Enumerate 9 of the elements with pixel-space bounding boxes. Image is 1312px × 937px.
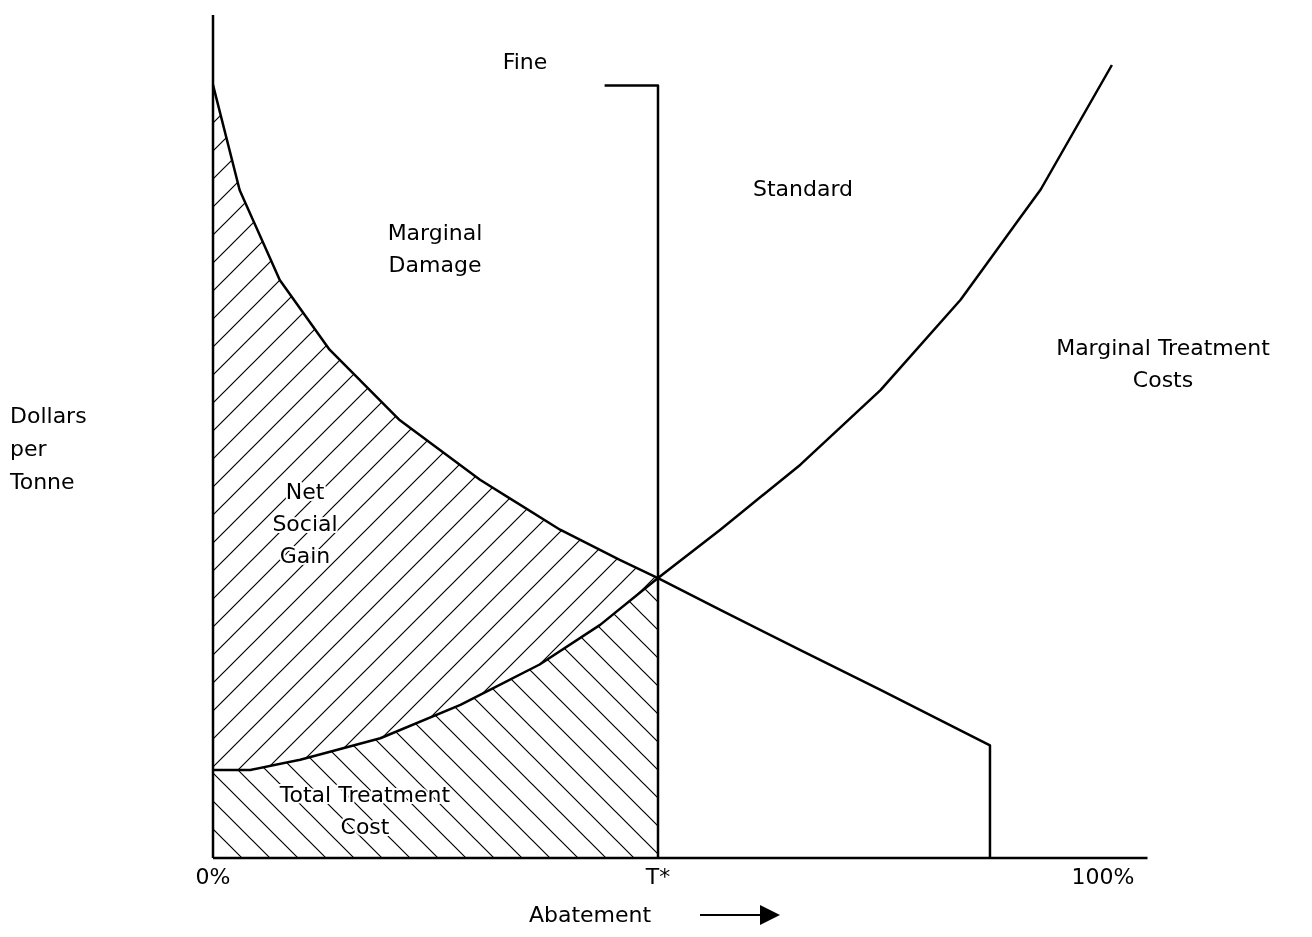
y-axis-title: Dollars per Tonne: [9, 403, 87, 494]
x-tick-label: T*: [644, 864, 671, 889]
x-axis-title: Abatement: [528, 902, 652, 927]
annotation: Marginal Damage: [387, 220, 483, 277]
x-tick-label: 100%: [1071, 864, 1135, 889]
annotation: Fine: [502, 49, 548, 74]
annotation: Marginal Treatment Costs: [1056, 335, 1271, 392]
x-tick-label: 0%: [195, 864, 231, 889]
annotation: Standard: [752, 176, 854, 201]
